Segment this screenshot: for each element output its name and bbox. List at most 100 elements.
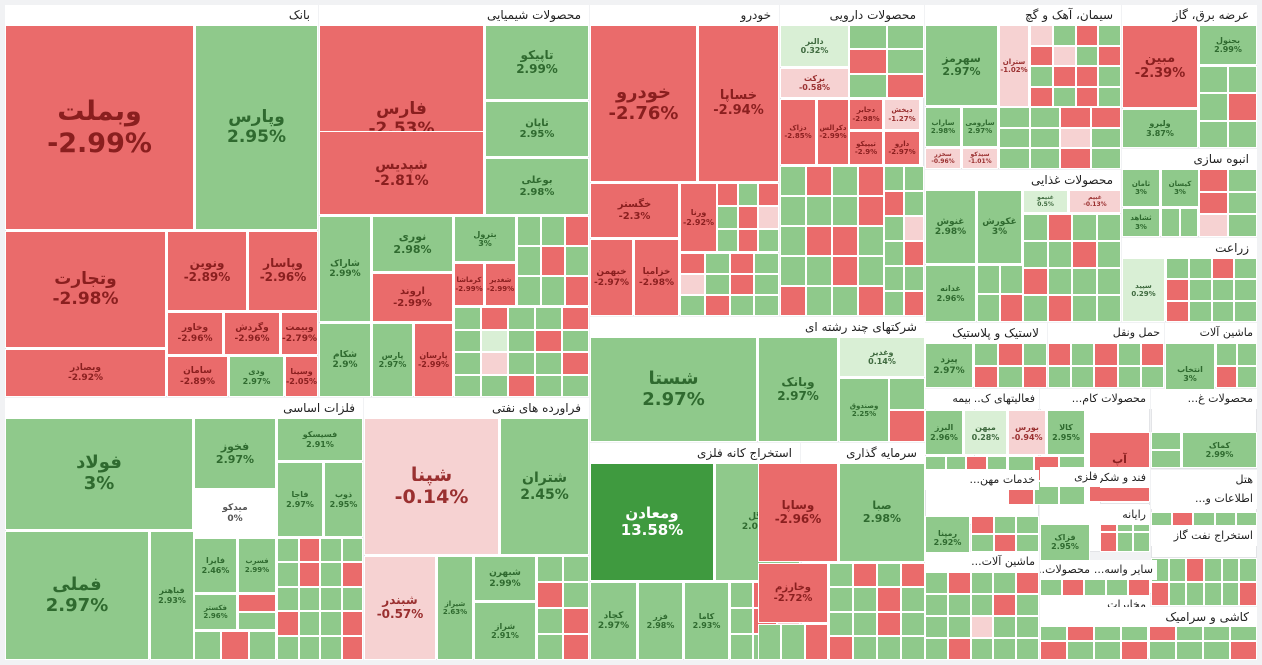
treemap-small-tile[interactable] <box>966 456 987 470</box>
treemap-small-tile[interactable] <box>1172 512 1194 526</box>
treemap-small-tile[interactable] <box>998 365 1023 388</box>
treemap-small-tile[interactable] <box>853 635 877 661</box>
treemap-tile[interactable]: ستران -1.02% <box>999 25 1029 107</box>
treemap-small-tile[interactable] <box>806 226 832 256</box>
treemap-small-tile[interactable] <box>565 276 589 306</box>
treemap-small-tile[interactable] <box>993 594 1017 616</box>
treemap-small-tile[interactable] <box>1098 86 1122 107</box>
treemap-small-tile[interactable] <box>858 226 884 256</box>
treemap-small-tile[interactable] <box>832 286 858 316</box>
treemap-tile[interactable]: کماک 2.99% <box>1182 432 1257 468</box>
treemap-small-tile[interactable] <box>1148 641 1176 660</box>
treemap-tile[interactable]: ذوب 2.95% <box>324 462 363 537</box>
treemap-small-tile[interactable] <box>829 563 853 588</box>
treemap-small-tile[interactable] <box>1071 343 1095 366</box>
treemap-small-tile[interactable] <box>454 352 481 375</box>
treemap-tile[interactable]: سیدکو -1.01% <box>962 148 998 169</box>
treemap-small-tile[interactable] <box>238 612 276 630</box>
treemap-small-tile[interactable] <box>884 291 904 316</box>
treemap-small-tile[interactable] <box>780 226 806 256</box>
treemap-small-tile[interactable] <box>1030 25 1053 46</box>
treemap-small-tile[interactable] <box>1199 169 1228 192</box>
treemap-small-tile[interactable] <box>904 166 924 191</box>
treemap-small-tile[interactable] <box>904 291 924 316</box>
treemap-small-tile[interactable] <box>277 635 299 660</box>
treemap-small-tile[interactable] <box>1166 258 1189 280</box>
treemap-small-tile[interactable] <box>884 191 904 216</box>
treemap-tile[interactable]: وبصادر -2.92% <box>5 349 166 397</box>
treemap-small-tile[interactable] <box>1023 268 1048 295</box>
treemap-small-tile[interactable] <box>758 624 782 660</box>
treemap-small-tile[interactable] <box>508 352 535 375</box>
treemap-tile[interactable]: پارسان -2.99% <box>414 323 453 397</box>
treemap-small-tile[interactable] <box>904 191 924 216</box>
treemap-tile[interactable]: وبملت -2.99% <box>5 25 194 230</box>
treemap-tile[interactable]: فولاد 3% <box>5 418 193 530</box>
treemap-small-tile[interactable] <box>1228 93 1257 121</box>
treemap-tile[interactable]: شاراک 2.99% <box>319 216 371 322</box>
treemap-small-tile[interactable] <box>947 572 971 594</box>
treemap-small-tile[interactable] <box>849 49 887 74</box>
treemap-tile[interactable]: دکرالس -2.99% <box>817 99 849 165</box>
treemap-small-tile[interactable] <box>730 582 754 608</box>
treemap-small-tile[interactable] <box>886 49 924 74</box>
treemap-tile[interactable]: تیپیکو -2.9% <box>849 131 883 165</box>
treemap-small-tile[interactable] <box>717 206 738 229</box>
treemap-small-tile[interactable] <box>535 352 562 375</box>
treemap-small-tile[interactable] <box>781 624 805 660</box>
treemap-small-tile[interactable] <box>1204 558 1222 582</box>
treemap-small-tile[interactable] <box>1221 582 1240 606</box>
treemap-small-tile[interactable] <box>1060 107 1091 128</box>
treemap-small-tile[interactable] <box>1030 45 1053 66</box>
treemap-tile[interactable]: شبندر -0.57% <box>364 556 436 660</box>
treemap-small-tile[interactable] <box>1047 214 1072 241</box>
treemap-small-tile[interactable] <box>1188 258 1212 280</box>
treemap-tile[interactable]: فاجا 2.97% <box>277 462 323 537</box>
treemap-small-tile[interactable] <box>481 374 508 397</box>
treemap-small-tile[interactable] <box>829 635 853 661</box>
treemap-small-tile[interactable] <box>904 266 924 291</box>
treemap-small-tile[interactable] <box>729 274 755 295</box>
treemap-small-tile[interactable] <box>1239 558 1257 582</box>
treemap-tile[interactable]: شتران 2.45% <box>500 418 589 555</box>
treemap-small-tile[interactable] <box>977 265 1000 294</box>
treemap-small-tile[interactable] <box>1140 365 1164 388</box>
treemap-small-tile[interactable] <box>680 274 705 295</box>
treemap-small-tile[interactable] <box>537 556 563 582</box>
treemap-small-tile[interactable] <box>1023 214 1048 241</box>
treemap-tile[interactable]: فزاک 2.95% <box>1040 522 1090 562</box>
treemap-small-tile[interactable] <box>858 166 884 196</box>
treemap-tile[interactable]: فکستر 2.96% <box>194 594 237 630</box>
treemap-small-tile[interactable] <box>1117 365 1141 388</box>
treemap-small-tile[interactable] <box>754 295 780 316</box>
treemap-small-tile[interactable] <box>704 295 730 316</box>
treemap-tile[interactable]: میدکو 0% <box>194 490 276 537</box>
treemap-tile[interactable]: خودرو -2.76% <box>590 25 697 182</box>
treemap-tile[interactable]: فایرا 2.46% <box>194 538 237 593</box>
treemap-small-tile[interactable] <box>832 196 858 226</box>
treemap-small-tile[interactable] <box>947 616 971 638</box>
treemap-tile[interactable]: البرز 2.96% <box>925 410 963 455</box>
treemap-small-tile[interactable] <box>341 635 363 660</box>
treemap-small-tile[interactable] <box>925 572 948 594</box>
treemap-small-tile[interactable] <box>1040 641 1068 660</box>
treemap-small-tile[interactable] <box>1023 295 1048 322</box>
treemap-small-tile[interactable] <box>999 107 1030 128</box>
treemap-small-tile[interactable] <box>1090 127 1121 149</box>
treemap-small-tile[interactable] <box>858 256 884 286</box>
treemap-small-tile[interactable] <box>320 586 342 612</box>
treemap-small-tile[interactable] <box>481 329 508 352</box>
treemap-small-tile[interactable] <box>517 276 541 306</box>
treemap-small-tile[interactable] <box>1029 148 1060 169</box>
treemap-small-tile[interactable] <box>1211 300 1235 322</box>
treemap-small-tile[interactable] <box>277 562 299 587</box>
treemap-small-tile[interactable] <box>704 253 730 274</box>
treemap-tile[interactable]: فباهنر 2.93% <box>150 531 194 660</box>
treemap-small-tile[interactable] <box>729 295 755 316</box>
treemap-tile[interactable]: غدانه 2.96% <box>925 265 976 322</box>
treemap-small-tile[interactable] <box>1228 66 1257 94</box>
treemap-small-tile[interactable] <box>945 456 966 470</box>
treemap-small-tile[interactable] <box>1121 641 1149 660</box>
treemap-small-tile[interactable] <box>889 378 925 410</box>
treemap-small-tile[interactable] <box>454 329 481 352</box>
